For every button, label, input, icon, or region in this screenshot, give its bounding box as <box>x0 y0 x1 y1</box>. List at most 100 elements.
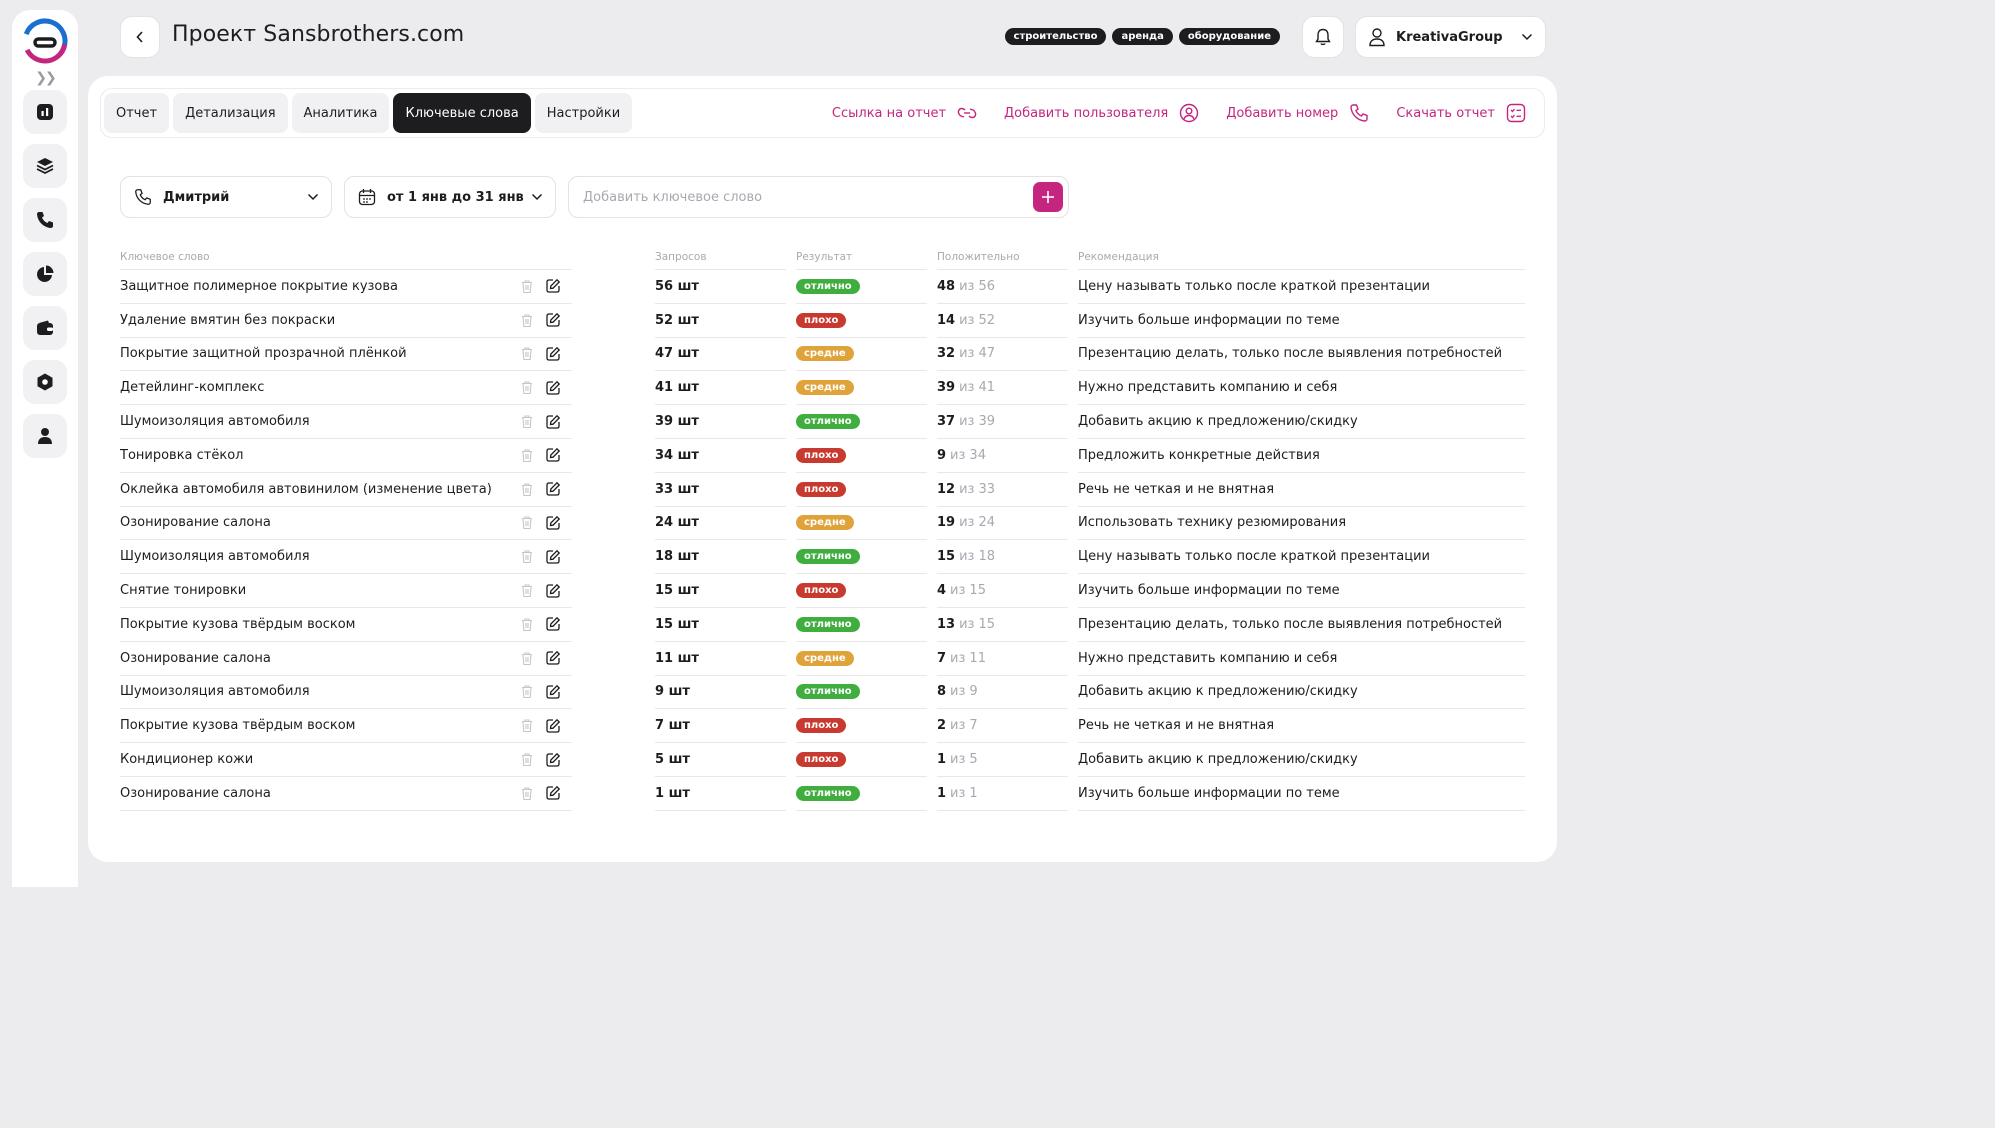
operator-select[interactable]: Дмитрий <box>120 176 332 218</box>
tab-keywords[interactable]: Ключевые слова <box>393 93 531 133</box>
header-result[interactable]: Результат <box>796 244 927 270</box>
trash-icon[interactable] <box>514 549 540 564</box>
table-body: Защитное полимерное покрытие кузова 56 шт… <box>120 270 1525 811</box>
positive-total: 34 <box>969 447 986 463</box>
positive-cell: 13 из 15 <box>937 608 1068 642</box>
user-name: KreativaGroup <box>1396 29 1503 45</box>
result-cell: средне <box>796 507 927 541</box>
requests-cell: 15 шт <box>655 574 786 608</box>
edit-icon[interactable] <box>540 650 566 666</box>
recommendation-cell: Нужно представить компанию и себя <box>1078 642 1525 676</box>
sidebar-item-profile[interactable] <box>23 414 67 458</box>
sidebar-item-settings[interactable] <box>23 360 67 404</box>
edit-icon[interactable] <box>540 718 566 734</box>
sidebar-item-calls[interactable] <box>23 198 67 242</box>
tab-report[interactable]: Отчет <box>104 93 170 133</box>
report-link-button[interactable]: Ссылка на отчет <box>832 102 978 124</box>
recommendation-cell: Нужно представить компанию и себя <box>1078 371 1525 406</box>
trash-icon[interactable] <box>514 583 540 598</box>
tag-badge[interactable]: аренда <box>1112 28 1173 45</box>
download-report-button[interactable]: Скачать отчет <box>1396 102 1527 124</box>
layers-icon <box>36 158 54 175</box>
app-logo-icon[interactable] <box>22 18 68 64</box>
recommendation-cell: Цену называть только после краткой презе… <box>1078 540 1525 575</box>
edit-icon[interactable] <box>540 785 566 801</box>
trash-icon[interactable] <box>514 651 540 666</box>
trash-icon[interactable] <box>514 786 540 801</box>
keywords-table: Ключевое слово Запросов Результат Положи… <box>120 244 1525 811</box>
edit-icon[interactable] <box>540 684 566 700</box>
user-menu-button[interactable]: KreativaGroup <box>1355 16 1546 58</box>
trash-icon[interactable] <box>514 684 540 699</box>
positive-cell: 1 из 5 <box>937 743 1068 777</box>
result-cell: средне <box>796 371 927 406</box>
keyword-text: Озонирование салона <box>120 650 271 666</box>
edit-icon[interactable] <box>540 752 566 768</box>
edit-icon[interactable] <box>540 515 566 531</box>
add-number-button[interactable]: Добавить номер <box>1226 102 1370 124</box>
trash-icon[interactable] <box>514 617 540 632</box>
add-user-button[interactable]: Добавить пользователя <box>1004 102 1200 124</box>
requests-cell: 24 шт <box>655 507 786 541</box>
link-icon <box>957 107 977 119</box>
trash-icon[interactable] <box>514 515 540 530</box>
recommendation-cell: Речь не четкая и не внятная <box>1078 473 1525 507</box>
recommendation-cell: Презентацию делать, только после выявлен… <box>1078 608 1525 642</box>
edit-icon[interactable] <box>540 447 566 463</box>
edit-icon[interactable] <box>540 414 566 430</box>
expand-sidebar-icon[interactable]: ❯❯ <box>35 70 57 86</box>
result-cell: плохо <box>796 574 927 608</box>
trash-icon[interactable] <box>514 752 540 767</box>
sidebar-item-analytics[interactable] <box>23 252 67 296</box>
edit-icon[interactable] <box>540 380 566 396</box>
recommendation-cell: Добавить акцию к предложению/скидку <box>1078 676 1525 710</box>
sidebar-item-billing[interactable] <box>23 306 67 350</box>
tab-analytics[interactable]: Аналитика <box>291 93 390 133</box>
tag-badge[interactable]: строительство <box>1004 28 1107 45</box>
report-link-label: Ссылка на отчет <box>831 105 947 121</box>
trash-icon[interactable] <box>514 482 540 497</box>
keyword-cell: Покрытие защитной прозрачной плёнкой <box>120 338 572 372</box>
add-keyword-button[interactable] <box>1033 182 1063 212</box>
result-badge: отлично <box>796 684 860 700</box>
result-cell: отлично <box>796 540 927 575</box>
period-value: от 1 янв до 31 янв <box>387 189 524 205</box>
trash-icon[interactable] <box>514 346 540 361</box>
trash-icon[interactable] <box>514 313 540 328</box>
trash-icon[interactable] <box>514 279 540 294</box>
edit-icon[interactable] <box>540 346 566 362</box>
trash-icon[interactable] <box>514 718 540 733</box>
chevron-down-icon <box>1521 33 1533 41</box>
notifications-button[interactable] <box>1302 16 1344 58</box>
positive-total: 56 <box>978 278 996 294</box>
trash-icon[interactable] <box>514 380 540 395</box>
requests-cell: 15 шт <box>655 608 786 642</box>
requests-cell: 41 шт <box>655 371 786 406</box>
back-button[interactable] <box>120 16 160 58</box>
header-positive[interactable]: Положительно <box>937 244 1068 270</box>
keyword-input[interactable] <box>583 189 1033 205</box>
tab-settings[interactable]: Настройки <box>534 93 633 133</box>
edit-icon[interactable] <box>540 616 566 632</box>
edit-icon[interactable] <box>540 312 566 328</box>
edit-icon[interactable] <box>540 549 566 565</box>
period-select[interactable]: от 1 янв до 31 янв <box>344 176 556 218</box>
sidebar-item-reports[interactable] <box>23 90 67 134</box>
header-recommendation[interactable]: Рекомендация <box>1078 244 1525 270</box>
tag-badge[interactable]: оборудование <box>1178 28 1280 45</box>
edit-icon[interactable] <box>540 481 566 497</box>
result-badge: средне <box>796 346 854 362</box>
header-actions: Ссылка на отчет Добавить пользователя До… <box>832 102 1541 124</box>
phone-outline-icon <box>1350 104 1369 122</box>
edit-icon[interactable] <box>540 278 566 294</box>
positive-total: 33 <box>978 481 996 497</box>
requests-cell: 9 шт <box>655 676 786 710</box>
header-keyword[interactable]: Ключевое слово <box>120 244 572 270</box>
tab-details[interactable]: Детализация <box>173 93 288 133</box>
trash-icon[interactable] <box>514 414 540 429</box>
edit-icon[interactable] <box>540 583 566 599</box>
header-requests[interactable]: Запросов <box>655 244 786 270</box>
trash-icon[interactable] <box>514 448 540 463</box>
positive-of-label: из <box>959 312 975 328</box>
sidebar-item-projects[interactable] <box>23 144 67 188</box>
